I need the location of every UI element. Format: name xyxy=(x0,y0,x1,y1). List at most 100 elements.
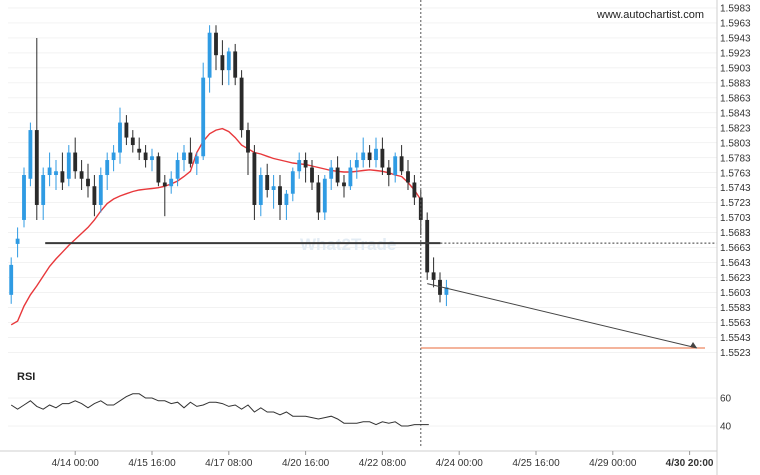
candle xyxy=(335,156,340,187)
candle-body xyxy=(322,178,327,213)
candle-body xyxy=(239,77,244,131)
watermark-url: www.autochartist.com xyxy=(597,9,704,21)
candle-body xyxy=(130,137,135,146)
candle xyxy=(201,62,206,161)
candle-body xyxy=(284,193,289,205)
candle-body xyxy=(118,122,122,153)
price-tick-label: 1.5683 xyxy=(720,228,751,239)
price-tick-label: 1.5743 xyxy=(720,183,751,194)
candle xyxy=(431,257,436,288)
candle-body xyxy=(98,175,103,205)
candle-body xyxy=(303,160,308,168)
candle xyxy=(156,152,161,187)
price-tick-label: 1.5623 xyxy=(720,273,751,284)
price-tick-label: 1.5883 xyxy=(720,78,751,89)
price-tick-label: 1.5543 xyxy=(720,333,751,344)
candle-body xyxy=(342,182,346,187)
price-tick-label: 1.5843 xyxy=(720,108,751,119)
candle-body xyxy=(214,32,218,56)
candle xyxy=(374,137,378,168)
forecast-arrow xyxy=(427,283,698,349)
candle-body xyxy=(143,152,148,161)
candle xyxy=(150,148,154,172)
candle xyxy=(361,137,366,168)
candle xyxy=(444,279,449,307)
price-tick-label: 1.5903 xyxy=(720,63,751,74)
candle xyxy=(342,175,346,198)
candle xyxy=(278,175,282,220)
candle-body xyxy=(207,32,212,78)
rsi-title: RSI xyxy=(17,371,36,383)
candle-body xyxy=(111,152,116,161)
time-axis: 4/14 00:00 4/15 16:00 4/17 08:00 4/20 16:00… xyxy=(0,450,717,469)
candle xyxy=(322,175,327,220)
candle-body xyxy=(252,152,257,205)
price-tick-label: 1.5663 xyxy=(720,243,751,254)
candle-body xyxy=(278,186,282,205)
candle-body xyxy=(66,152,71,179)
candle xyxy=(412,175,417,205)
price-tick-label: 1.5823 xyxy=(720,123,751,134)
forecast-arrowhead xyxy=(690,342,697,349)
candle-body xyxy=(9,264,14,295)
rsi-tick-label: 40 xyxy=(720,422,732,433)
candle xyxy=(252,145,257,220)
candle xyxy=(124,115,129,146)
candle xyxy=(303,152,308,183)
candle-body xyxy=(354,160,359,168)
candle xyxy=(393,152,398,183)
watermark-layer: What2Trade xyxy=(300,235,396,254)
candle-body xyxy=(431,272,436,280)
time-tick-label: 4/24 00:00 xyxy=(436,458,484,469)
candle-body xyxy=(28,130,33,179)
candle-body xyxy=(175,160,180,179)
candle xyxy=(438,272,442,303)
candle-body xyxy=(290,171,295,194)
candle xyxy=(290,167,295,202)
price-tick-label: 1.5763 xyxy=(720,168,751,179)
candle xyxy=(246,122,250,176)
price-tick-label: 1.5943 xyxy=(720,33,751,44)
candle-body xyxy=(86,178,90,187)
candle-body xyxy=(425,219,430,273)
price-tick-label: 1.5723 xyxy=(720,198,751,209)
candle-body xyxy=(258,175,263,205)
candle xyxy=(220,40,225,86)
candle xyxy=(175,152,180,187)
candle-body xyxy=(41,175,46,205)
candle xyxy=(60,152,65,190)
candle xyxy=(367,145,372,168)
rsi-line xyxy=(10,393,421,427)
candle xyxy=(329,160,334,190)
candle xyxy=(22,167,26,228)
candle-body xyxy=(188,152,193,164)
candle-body xyxy=(348,167,353,187)
candle-body xyxy=(124,122,129,138)
candle-body xyxy=(265,175,270,190)
candle xyxy=(130,130,135,153)
price-tick-label: 1.5643 xyxy=(720,258,751,269)
candle-body xyxy=(380,148,385,168)
candle xyxy=(162,175,167,217)
candle-body xyxy=(105,160,110,176)
candle-body xyxy=(150,156,154,161)
candle xyxy=(28,122,33,187)
candle-body xyxy=(162,182,167,187)
candle-layer xyxy=(9,25,449,307)
candle xyxy=(169,171,174,194)
candle-body xyxy=(194,156,199,164)
level-layer xyxy=(45,0,717,448)
candle xyxy=(188,137,193,168)
candle-body xyxy=(393,156,398,176)
candle-body xyxy=(438,279,442,295)
candle-body xyxy=(335,167,340,183)
time-tick-label: 4/29 00:00 xyxy=(589,458,637,469)
candle xyxy=(98,167,103,213)
time-tick-label: 4/30 20:00 xyxy=(666,458,714,469)
candle xyxy=(137,137,142,161)
candle xyxy=(271,175,276,209)
candle xyxy=(41,167,46,220)
price-tick-label: 1.5983 xyxy=(720,3,751,14)
candle-body xyxy=(310,167,314,183)
price-tick-label: 1.5803 xyxy=(720,138,751,149)
